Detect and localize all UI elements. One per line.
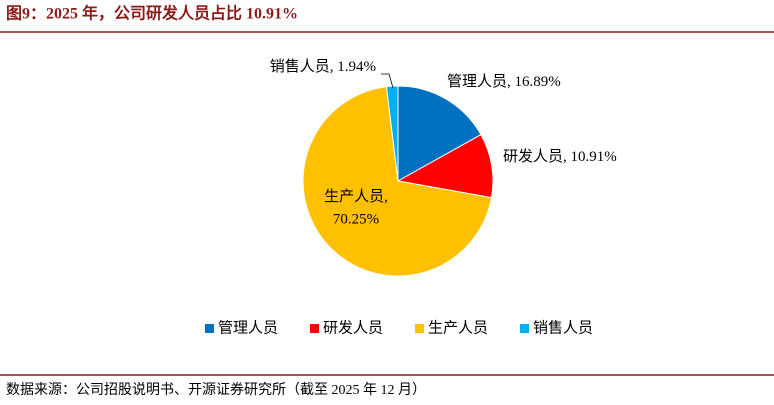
legend-swatch	[205, 324, 214, 333]
label-separator: ,	[384, 189, 388, 205]
label-separator: ,	[330, 59, 338, 75]
pie-slice	[396, 133, 494, 199]
leader-line	[381, 73, 394, 89]
label-category: 生产人员	[324, 188, 384, 205]
pie-slice	[302, 86, 493, 277]
label-value: 10.91%	[571, 149, 617, 165]
label-separator: ,	[563, 149, 571, 165]
legend-label: 研发人员	[323, 319, 383, 336]
data-label: 管理人员, 16.89%	[447, 73, 561, 90]
label-separator: ,	[507, 74, 515, 90]
label-value: 16.89%	[515, 74, 561, 90]
legend-swatch	[415, 324, 424, 333]
legend-swatch	[520, 324, 529, 333]
legend-swatch	[310, 324, 319, 333]
label-value: 1.94%	[337, 59, 376, 75]
pie-slice	[397, 85, 482, 182]
data-label: 销售人员, 1.94%	[270, 58, 376, 75]
legend-label: 管理人员	[218, 319, 278, 336]
data-label-value: 70.25%	[333, 211, 379, 227]
label-category: 销售人员	[270, 58, 330, 75]
legend-label: 销售人员	[533, 319, 593, 336]
source-note: 数据来源：公司招股说明书、开源证券研究所（截至 2025 年 12 月）	[6, 382, 426, 398]
label-category: 研发人员	[503, 148, 563, 165]
data-label: 生产人员,	[324, 188, 388, 205]
legend-label: 生产人员	[428, 319, 488, 336]
data-label: 研发人员, 10.91%	[503, 148, 617, 165]
label-category: 管理人员	[447, 73, 507, 90]
chart-title: 图9：2025 年，公司研发人员占比 10.91%	[6, 4, 298, 23]
